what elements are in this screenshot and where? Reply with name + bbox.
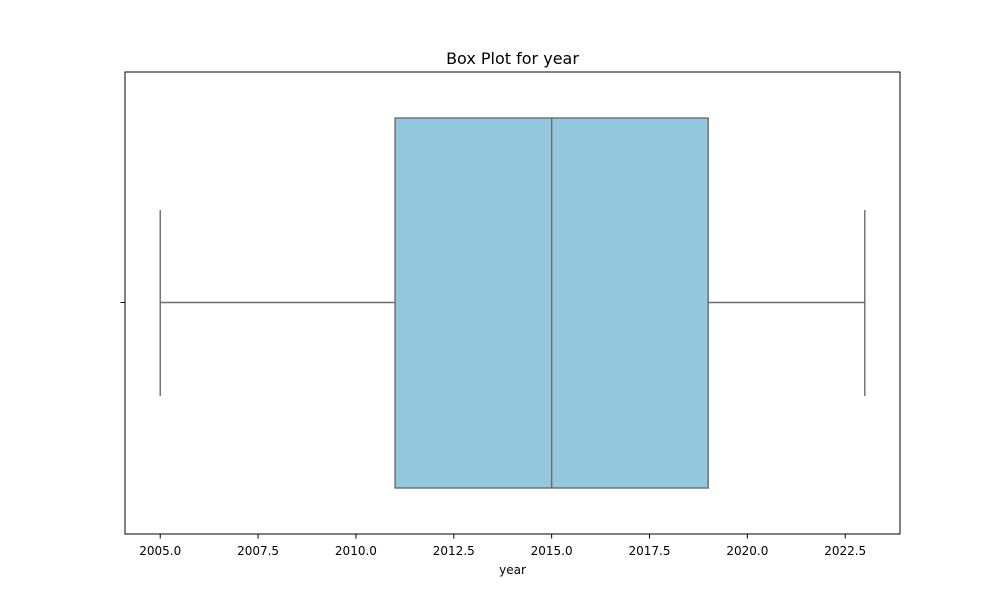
x-axis-label: year (499, 563, 526, 577)
x-tick-label: 2010.0 (335, 544, 377, 558)
x-tick-label: 2022.5 (824, 544, 866, 558)
x-tick-label: 2012.5 (433, 544, 475, 558)
x-tick-label: 2017.5 (628, 544, 670, 558)
chart-title: Box Plot for year (446, 49, 579, 68)
x-tick-label: 2020.0 (726, 544, 768, 558)
x-axis-ticks: 2005.0 2007.5 2010.0 2012.5 2015.0 2017.5 2020… (139, 534, 866, 558)
x-tick-label: 2005.0 (139, 544, 181, 558)
box-layer (159, 117, 866, 489)
x-tick-label: 2007.5 (237, 544, 279, 558)
x-tick-label: 2015.0 (531, 544, 573, 558)
